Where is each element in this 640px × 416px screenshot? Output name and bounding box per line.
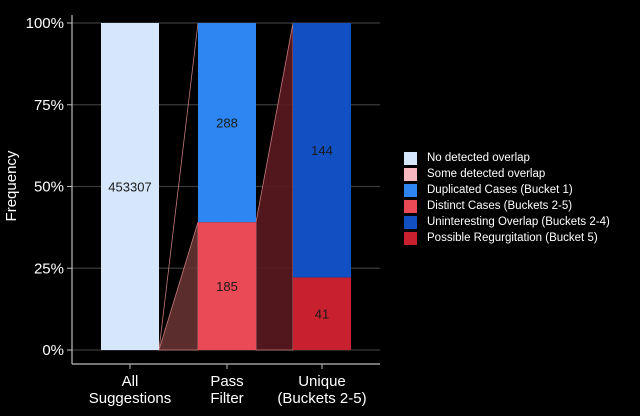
bar-segment bbox=[198, 222, 256, 350]
legend-label: Duplicated Cases (Bucket 1) bbox=[427, 184, 573, 196]
legend-item: Possible Regurgitation (Bucket 5) bbox=[404, 230, 638, 246]
x-tick-label: Suggestions bbox=[89, 390, 172, 407]
x-tick-label: All bbox=[122, 373, 139, 390]
legend-item: No detected overlap bbox=[404, 150, 638, 166]
bar-segment bbox=[293, 277, 351, 350]
legend-swatch bbox=[404, 151, 417, 165]
legend-swatch bbox=[404, 183, 417, 197]
legend-swatch bbox=[404, 167, 417, 181]
bar-value-label: 453307 bbox=[108, 180, 151, 195]
legend-swatch bbox=[404, 199, 417, 213]
x-tick-label: Pass bbox=[210, 373, 243, 390]
data-labels: 453307 185 288 41 144 bbox=[108, 116, 333, 322]
legend-label: Distinct Cases (Buckets 2-5) bbox=[427, 200, 573, 212]
y-tick-label: 100% bbox=[26, 15, 64, 32]
legend-item: Uninteresting Overlap (Buckets 2-4) bbox=[404, 214, 638, 230]
y-tick-label: 0% bbox=[42, 342, 64, 359]
legend-label: Some detected overlap bbox=[427, 168, 546, 180]
x-tick-label: (Buckets 2-5) bbox=[277, 390, 366, 407]
bar-value-label: 185 bbox=[216, 279, 238, 294]
legend-label: Possible Regurgitation (Bucket 5) bbox=[427, 232, 598, 244]
bars bbox=[101, 23, 351, 350]
legend-label: Uninteresting Overlap (Buckets 2-4) bbox=[427, 216, 610, 228]
flow-connector bbox=[158, 222, 199, 351]
legend-item: Some detected overlap bbox=[404, 166, 638, 182]
legend-label: No detected overlap bbox=[427, 152, 530, 164]
bar-segment bbox=[101, 23, 159, 350]
legend: No detected overlap Some detected overlap… bbox=[404, 150, 638, 246]
bar-segment bbox=[198, 23, 256, 223]
y-tick-label: 25% bbox=[34, 260, 64, 277]
x-tick-label: Filter bbox=[210, 390, 243, 407]
legend-swatch bbox=[404, 215, 417, 229]
bar-value-label: 144 bbox=[311, 143, 333, 158]
x-tick-label: Unique bbox=[298, 373, 346, 390]
y-tick-label: 50% bbox=[34, 179, 64, 196]
y-axis-title: Frequency bbox=[3, 150, 20, 221]
legend-swatch bbox=[404, 231, 417, 245]
legend-item: Duplicated Cases (Bucket 1) bbox=[404, 182, 638, 198]
legend-item: Distinct Cases (Buckets 2-5) bbox=[404, 198, 638, 214]
bar-value-label: 288 bbox=[216, 116, 238, 131]
bar-segment bbox=[293, 23, 351, 278]
bar-value-label: 41 bbox=[315, 307, 329, 322]
y-tick-label: 75% bbox=[34, 97, 64, 114]
